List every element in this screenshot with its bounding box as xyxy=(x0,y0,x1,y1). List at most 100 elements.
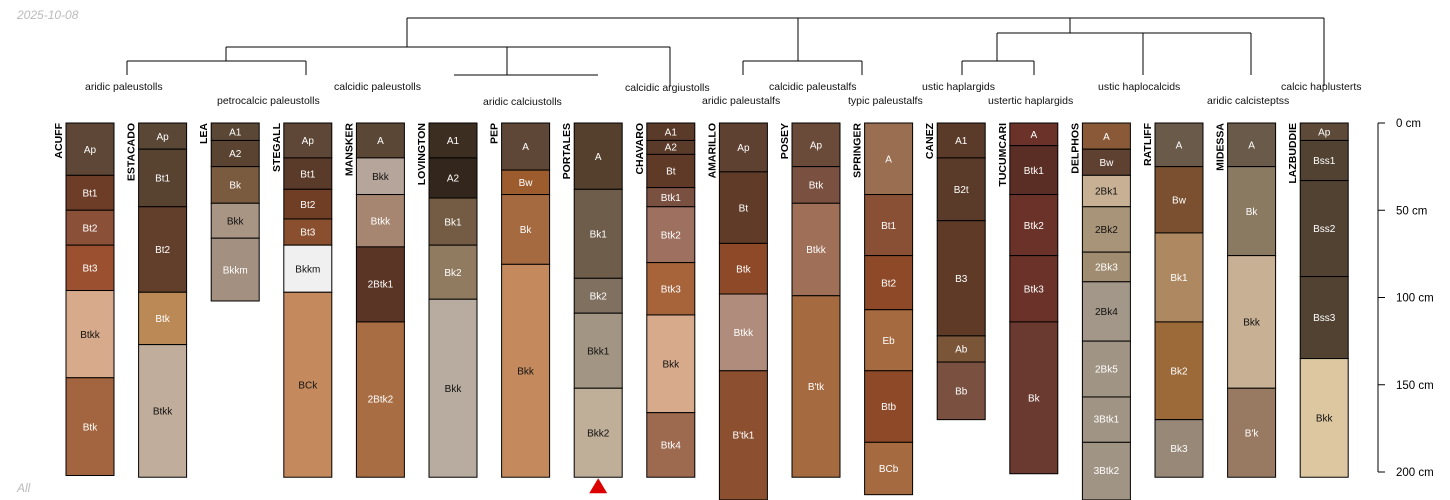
soil-profile: POSEY Ap Btk Btkk B'tk xyxy=(779,122,841,478)
taxon-label: calcidic paleustalfs xyxy=(769,81,857,93)
depth-axis: 0 cm 50 cm 100 cm 150 cm 200 cm xyxy=(1377,118,1434,479)
horizon xyxy=(210,139,260,168)
horizon xyxy=(283,291,333,478)
horizon-label: BCb xyxy=(879,464,899,475)
horizon xyxy=(573,188,623,279)
horizon xyxy=(1299,358,1349,478)
horizon-label: Bk2 xyxy=(590,291,608,302)
horizon-label: Bkkm xyxy=(295,264,320,275)
taxon-label: ustertic haplargids xyxy=(988,95,1073,107)
horizon xyxy=(573,122,623,190)
horizon xyxy=(936,122,986,159)
horizon-label: Bt2 xyxy=(82,223,97,234)
horizon xyxy=(936,220,986,337)
horizon xyxy=(1154,166,1204,234)
soil-profile: ACUFF Ap Bt1 Bt2 Bt3 Btkk Btk xyxy=(53,122,115,476)
horizon xyxy=(1227,387,1277,478)
horizon xyxy=(283,244,333,293)
taxon-label: calcic haplusterts xyxy=(1281,81,1362,93)
horizon xyxy=(65,377,115,476)
horizon-label: B'k xyxy=(1245,428,1260,439)
horizon-label: Bkk xyxy=(445,384,463,395)
horizon-label: Btk2 xyxy=(1024,221,1044,232)
horizon-label: A xyxy=(1176,140,1183,151)
horizon-label: A2 xyxy=(447,174,460,185)
horizon-label: Btkk xyxy=(371,216,391,227)
horizon xyxy=(1299,180,1349,278)
soil-profile: PEP A Bw Bk Bkk xyxy=(489,122,551,478)
profile-name: TUCUMCARI xyxy=(997,123,1009,187)
horizon xyxy=(1227,166,1277,257)
horizon xyxy=(1154,232,1204,323)
horizon-label: A xyxy=(1030,130,1037,141)
horizon xyxy=(936,361,986,421)
taxon-label: calcidic argiustolls xyxy=(625,82,710,94)
horizon xyxy=(1154,321,1204,421)
horizon-label: A xyxy=(377,136,384,147)
horizon-label: 3Btk1 xyxy=(1094,415,1120,426)
profile-name: RATLIFF xyxy=(1142,122,1154,166)
horizon-label: Btkk xyxy=(734,328,754,339)
horizon-label: 2Btk1 xyxy=(368,279,394,290)
horizon xyxy=(864,441,914,496)
depth-tick-label: 100 cm xyxy=(1396,293,1434,305)
horizon-label: A1 xyxy=(665,127,678,138)
horizon xyxy=(355,246,405,323)
horizon xyxy=(355,122,405,159)
horizon-label: Btkk xyxy=(806,245,826,256)
horizon xyxy=(1081,122,1131,150)
horizon-label: A xyxy=(595,152,602,163)
horizon-label: Ap xyxy=(84,145,97,156)
horizon xyxy=(646,206,696,264)
horizon-label: Bk2 xyxy=(444,268,462,279)
taxon-labels: aridic paleustolls petrocalcic paleustol… xyxy=(85,81,1362,108)
profile-name: MANSKER xyxy=(343,123,355,177)
horizon xyxy=(573,387,623,478)
horizon-label: Bkk xyxy=(227,216,245,227)
horizon xyxy=(65,244,115,292)
soil-profile: STEGALL Ap Bt1 Bt2 Bt3 Bkkm BCk xyxy=(271,122,333,478)
horizon xyxy=(65,209,115,246)
horizon-label: 2Bk4 xyxy=(1095,307,1118,318)
horizon-label: Bt2 xyxy=(155,245,170,256)
horizon-label: Btk xyxy=(155,314,170,325)
horizon xyxy=(646,412,696,478)
horizon xyxy=(1081,148,1131,176)
horizon xyxy=(1081,251,1131,283)
horizon xyxy=(718,242,768,295)
horizon-label: Bkk1 xyxy=(587,346,610,357)
taxon-label: calcidic paleustolls xyxy=(334,81,421,93)
horizon-label: Bkk xyxy=(517,366,535,377)
horizon xyxy=(428,122,478,159)
profile-name: MIDESSA xyxy=(1215,123,1227,171)
profile-name: PEP xyxy=(489,123,501,144)
horizon-label: Bk xyxy=(1028,394,1041,405)
horizon-label: Bk1 xyxy=(590,229,608,240)
horizon xyxy=(210,237,260,302)
horizon-label: A1 xyxy=(447,136,460,147)
profile-name: PORTALES xyxy=(561,123,573,179)
horizon-label: Btk1 xyxy=(1024,166,1044,177)
horizon xyxy=(428,244,478,300)
date-label: 2025-10-08 xyxy=(16,8,79,22)
horizon xyxy=(864,370,914,443)
horizon xyxy=(1299,139,1349,182)
taxon-label: ustic haplargids xyxy=(922,81,995,93)
horizon-label: Bt1 xyxy=(881,221,896,232)
horizon-label: 2Bk2 xyxy=(1095,225,1118,236)
horizon xyxy=(355,157,405,196)
horizon-label: Bw xyxy=(1172,195,1187,206)
horizon xyxy=(791,122,841,168)
horizon-label: 2Bk1 xyxy=(1095,187,1118,198)
horizon xyxy=(138,291,188,346)
soil-profile: MIDESSA A Bk Bkk B'k xyxy=(1215,122,1277,478)
profile-name: CANEZ xyxy=(924,122,936,159)
horizon-label: Bk xyxy=(520,225,533,236)
horizon-label: Btkk xyxy=(80,330,100,341)
horizon-label: Ap xyxy=(1318,127,1331,138)
horizon-label: Btk3 xyxy=(1024,284,1044,295)
horizon-label: Btk xyxy=(83,422,98,433)
horizon-label: A1 xyxy=(955,136,968,147)
